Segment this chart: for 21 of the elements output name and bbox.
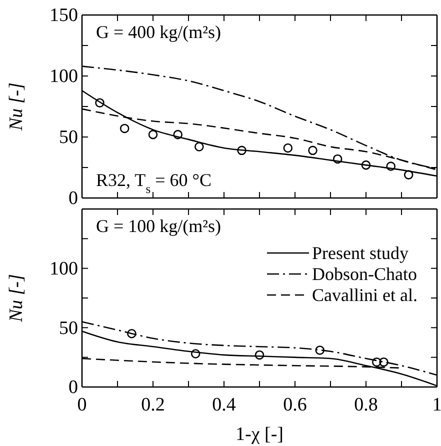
y-tick-label: 0 — [68, 377, 78, 398]
x-tick-label: 0.2 — [141, 394, 165, 416]
y-axis-title: Nu [-] — [6, 274, 27, 324]
y-tick-label: 50 — [59, 318, 78, 339]
x-tick-label: 0.8 — [354, 394, 378, 416]
legend-label: Cavallini et al. — [312, 285, 418, 305]
legend-label: Dobson-Chato — [312, 264, 417, 284]
y-axis-title: Nu [-] — [6, 82, 27, 132]
legend-label: Present study — [312, 243, 408, 263]
y-tick-label: 100 — [50, 66, 78, 88]
annotation: R32, T$_{s}$ = 60 °C — [96, 170, 212, 196]
x-tick-label: 0.6 — [283, 394, 307, 416]
y-tick-label: 0 — [68, 188, 78, 210]
y-tick-label: 150 — [50, 5, 78, 26]
y-tick-label: 100 — [50, 258, 78, 280]
annotation: G = 400 kg/(m²s) — [96, 22, 222, 42]
annotation: G = 100 kg/(m²s) — [96, 216, 222, 236]
x-axis-title: 1-χ [-] — [236, 424, 284, 445]
y-tick-label: 50 — [59, 127, 78, 148]
x-tick-label: 0.4 — [212, 394, 236, 416]
x-tick-label: 1 — [432, 394, 441, 416]
